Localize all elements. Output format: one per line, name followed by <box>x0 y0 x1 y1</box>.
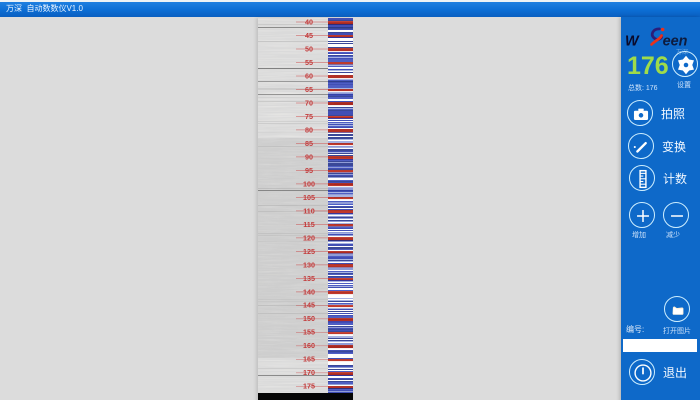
svg-text:65: 65 <box>305 85 313 94</box>
svg-text:45: 45 <box>305 31 313 40</box>
svg-text:60: 60 <box>305 71 313 80</box>
svg-text:160: 160 <box>303 341 315 350</box>
svg-text:155: 155 <box>303 328 315 337</box>
svg-text:170: 170 <box>303 368 315 377</box>
svg-text:een: een <box>663 34 688 50</box>
svg-text:70: 70 <box>305 98 313 107</box>
svg-text:50: 50 <box>305 44 313 53</box>
svg-text:90: 90 <box>305 152 313 161</box>
svg-text:120: 120 <box>303 233 315 242</box>
svg-text:150: 150 <box>303 314 315 323</box>
svg-text:80: 80 <box>305 125 313 134</box>
svg-text:135: 135 <box>303 274 315 283</box>
svg-text:165: 165 <box>303 355 315 364</box>
svg-text:55: 55 <box>305 58 313 67</box>
svg-text:130: 130 <box>303 260 315 269</box>
svg-text:40: 40 <box>305 18 313 26</box>
svg-text:175: 175 <box>303 382 315 391</box>
svg-text:105: 105 <box>303 193 315 202</box>
svg-text:145: 145 <box>303 301 315 310</box>
svg-text:100: 100 <box>303 179 315 188</box>
svg-text:140: 140 <box>303 287 315 296</box>
svg-text:110: 110 <box>303 206 315 215</box>
svg-text:125: 125 <box>303 247 315 256</box>
svg-text:W: W <box>625 34 640 50</box>
svg-text:85: 85 <box>305 139 313 148</box>
svg-text:75: 75 <box>305 112 313 121</box>
svg-text:115: 115 <box>303 220 315 229</box>
svg-text:95: 95 <box>305 166 313 175</box>
